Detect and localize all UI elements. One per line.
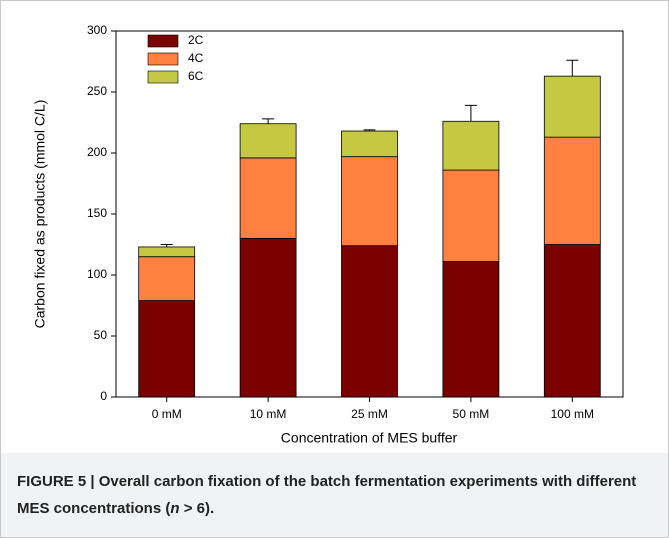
x-tick-label: 0 mM bbox=[152, 407, 182, 421]
bar-segment bbox=[442, 169, 500, 262]
bar-segment bbox=[442, 120, 500, 171]
caption-italic: n bbox=[170, 500, 180, 517]
y-tick-label: 100 bbox=[87, 267, 107, 281]
y-axis-label: Carbon fixed as products (mmol C/L) bbox=[32, 100, 48, 329]
error-bar bbox=[363, 129, 376, 132]
bar-segment bbox=[543, 244, 601, 398]
bar-segment bbox=[138, 246, 196, 258]
bar-segment bbox=[341, 245, 398, 398]
caption: FIGURE 5 | Overall carbon fixation of th… bbox=[1, 453, 668, 537]
bar-segment bbox=[239, 157, 297, 239]
x-tick-label: 25 mM bbox=[351, 407, 388, 421]
legend-swatch bbox=[147, 52, 179, 66]
y-tick-label: 250 bbox=[87, 84, 107, 98]
caption-text: FIGURE 5 | Overall carbon fixation of th… bbox=[17, 473, 637, 517]
x-tick-label: 10 mM bbox=[250, 407, 287, 421]
chart: Concentration of MES buffer Carbon fixed… bbox=[32, 23, 624, 446]
y-tick-label: 0 bbox=[100, 389, 107, 403]
y-tick-label: 50 bbox=[94, 328, 108, 342]
error-bar bbox=[464, 104, 477, 122]
error-bar bbox=[262, 118, 275, 124]
x-tick-label: 100 mM bbox=[551, 407, 594, 421]
error-bar bbox=[160, 244, 173, 247]
legend-swatch bbox=[147, 34, 179, 48]
bar-segment bbox=[543, 136, 601, 245]
bar-segment bbox=[341, 130, 398, 158]
y-tick-label: 300 bbox=[87, 23, 107, 37]
caption-text: > 6). bbox=[179, 500, 215, 517]
legend-swatch bbox=[147, 70, 179, 84]
y-tick-label: 150 bbox=[87, 206, 107, 220]
bar-segment bbox=[543, 75, 601, 138]
x-tick-label: 50 mM bbox=[453, 407, 490, 421]
y-tick-label: 200 bbox=[87, 145, 107, 159]
bar-segment bbox=[138, 256, 196, 302]
bar-segment bbox=[138, 300, 196, 398]
x-axis-label: Concentration of MES buffer bbox=[281, 430, 458, 446]
bar-segment bbox=[239, 123, 297, 159]
bar-segment bbox=[442, 261, 500, 398]
legend-label: 6C bbox=[188, 69, 204, 83]
legend-label: 4C bbox=[188, 51, 204, 65]
legend-label: 2C bbox=[188, 33, 204, 47]
error-bar bbox=[566, 59, 579, 77]
bar-segment bbox=[341, 156, 398, 247]
bar-segment bbox=[239, 237, 297, 398]
